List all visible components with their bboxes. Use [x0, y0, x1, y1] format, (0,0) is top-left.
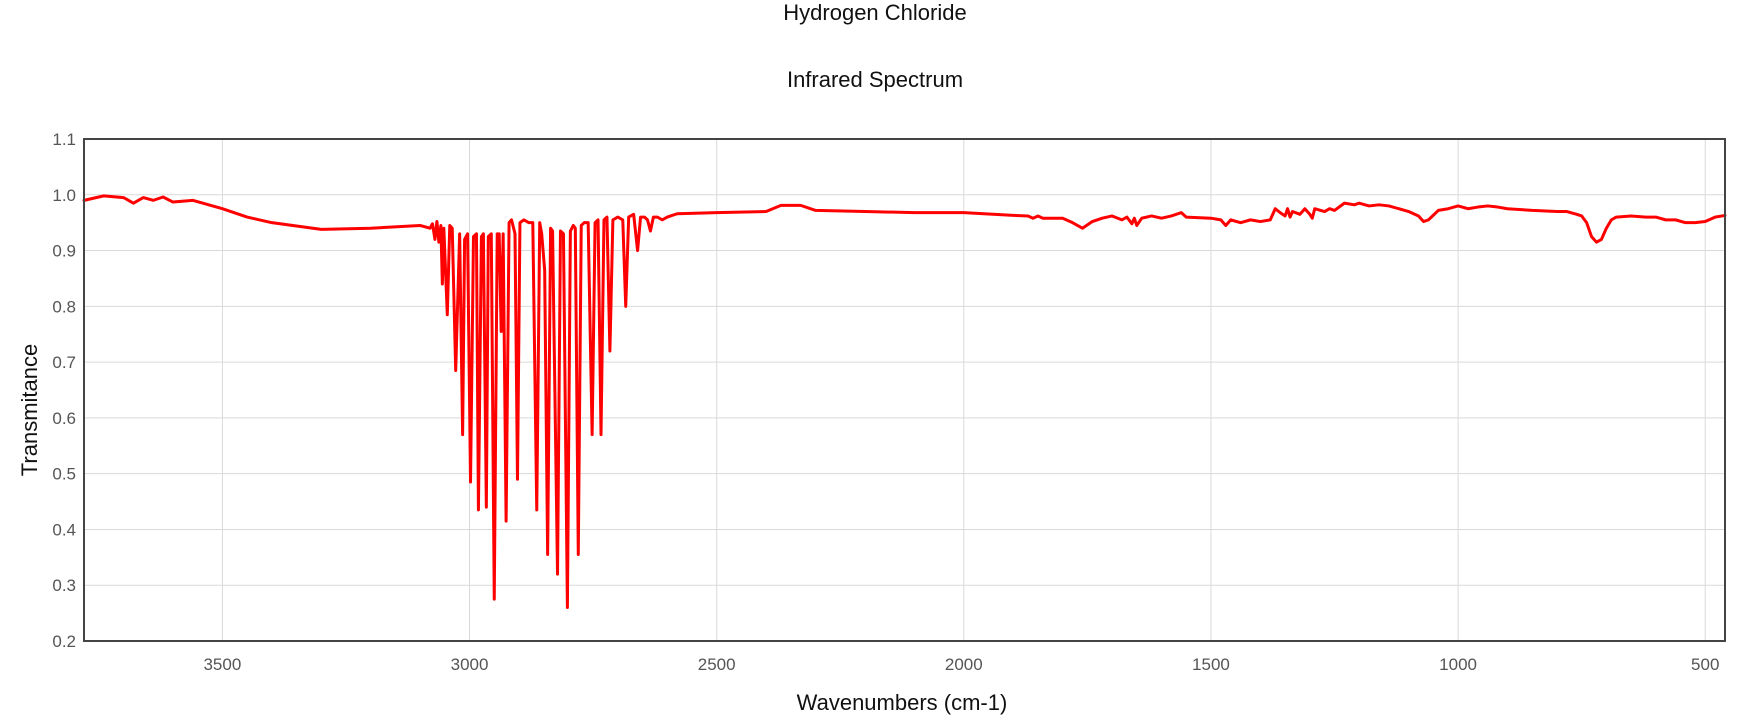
y-tick-label: 0.8 — [52, 297, 76, 316]
x-tick-label: 1000 — [1439, 655, 1477, 674]
plot-frame — [83, 138, 1726, 642]
chart-subtitle: Infrared Spectrum — [787, 67, 963, 92]
x-axis-label: Wavenumbers (cm-1) — [797, 690, 1008, 715]
x-tick-label: 2500 — [698, 655, 736, 674]
chart-title: Hydrogen Chloride — [783, 0, 966, 25]
y-tick-label: 0.2 — [52, 632, 76, 651]
y-axis-label: Transmitance — [17, 344, 42, 476]
y-tick-label: 0.3 — [52, 576, 76, 595]
x-tick-label: 3500 — [203, 655, 241, 674]
y-tick-label: 1.1 — [52, 130, 76, 149]
y-tick-label: 1.0 — [52, 186, 76, 205]
series-layer — [82, 194, 1727, 610]
spectrum-line — [82, 194, 1727, 610]
x-tick-label: 2000 — [945, 655, 983, 674]
y-tick-label: 0.5 — [52, 465, 76, 484]
y-tick-label: 0.6 — [52, 409, 76, 428]
y-tick-label: 0.4 — [52, 520, 76, 539]
x-tick-label: 1500 — [1192, 655, 1230, 674]
x-tick-label: 3000 — [451, 655, 489, 674]
y-tick-label: 0.7 — [52, 353, 76, 372]
grid-layer — [84, 138, 1725, 642]
y-tick-label: 0.9 — [52, 242, 76, 261]
tick-layer: 3500 3000 2500 2000 1500 1000 500 0.2 0.3 0.4 0.5 0… — [52, 130, 1719, 674]
x-tick-label: 500 — [1691, 655, 1719, 674]
